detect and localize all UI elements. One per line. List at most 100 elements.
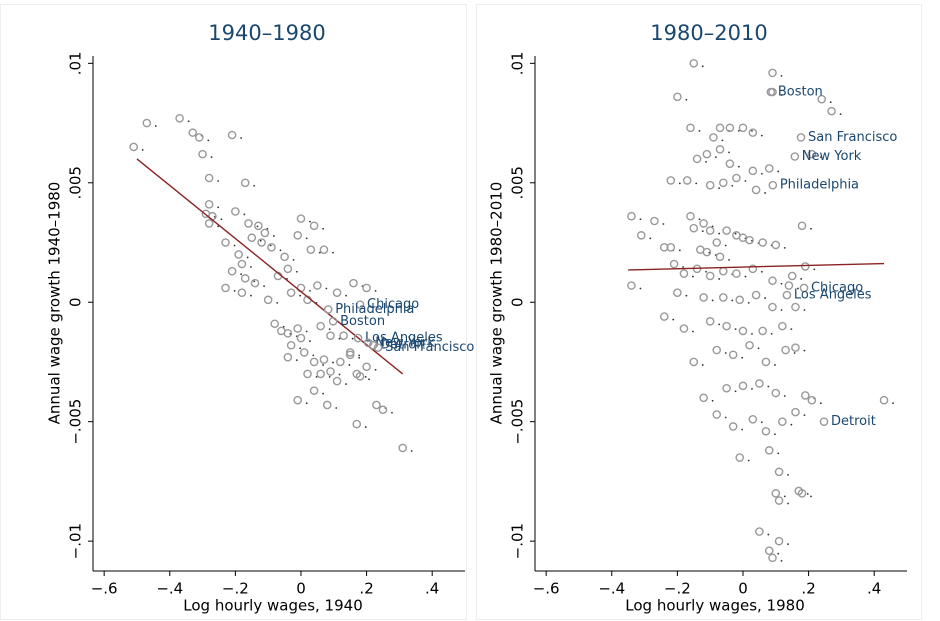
point xyxy=(748,414,758,424)
point-dot xyxy=(803,414,806,417)
point xyxy=(715,252,725,262)
x-tick-label: 0 xyxy=(296,580,306,598)
x-tick-label: −.4 xyxy=(598,580,625,598)
point-dot xyxy=(701,364,704,366)
fit-line xyxy=(136,158,404,375)
labeled-point xyxy=(368,340,378,350)
point-dot xyxy=(678,182,681,185)
point xyxy=(659,312,669,321)
point-dot xyxy=(322,392,325,395)
point-dot xyxy=(695,182,698,185)
point-dot xyxy=(328,328,331,331)
y-axis-label: Annual wage growth 1980–2010 xyxy=(488,182,506,425)
point-dot xyxy=(787,473,789,476)
point xyxy=(768,68,777,78)
point xyxy=(257,238,266,247)
point xyxy=(778,417,787,426)
point xyxy=(705,180,715,190)
point xyxy=(718,178,728,188)
point-dot xyxy=(345,294,347,297)
point-dot xyxy=(760,421,763,424)
point-dot xyxy=(701,230,704,233)
point-dot xyxy=(233,290,236,292)
labeled-point xyxy=(353,333,363,343)
point-dot xyxy=(692,330,694,333)
point-dot xyxy=(410,450,413,452)
point xyxy=(240,274,250,283)
point xyxy=(627,281,636,290)
point xyxy=(309,357,319,367)
point xyxy=(263,295,273,305)
point-dot xyxy=(714,156,717,159)
point xyxy=(669,259,679,269)
point-dot xyxy=(220,218,223,221)
x-tick-label: .2 xyxy=(801,580,815,598)
point xyxy=(221,238,230,247)
point xyxy=(705,226,715,235)
point-dot xyxy=(338,373,341,376)
point xyxy=(791,302,800,312)
point xyxy=(774,467,784,477)
point-dot xyxy=(250,266,252,268)
point-dot xyxy=(711,299,714,302)
point-dot xyxy=(368,378,370,381)
y-axis-label: Annual wage growth 1940–1980 xyxy=(46,182,64,425)
point-dot xyxy=(639,287,642,290)
point-label: New York xyxy=(375,335,435,350)
point xyxy=(322,400,332,410)
point-dot xyxy=(718,323,721,326)
point-dot xyxy=(295,359,298,362)
point xyxy=(254,221,263,231)
point-dot xyxy=(744,275,747,278)
point-dot xyxy=(269,244,272,247)
point-dot xyxy=(764,192,767,194)
point xyxy=(250,278,260,288)
point-dot xyxy=(793,352,796,354)
point-dot xyxy=(325,287,328,290)
point xyxy=(807,149,817,159)
point-dot xyxy=(767,533,770,536)
point-dot xyxy=(322,227,325,230)
point xyxy=(764,546,774,555)
point-dot xyxy=(731,184,734,187)
point xyxy=(686,211,695,221)
labeled-point xyxy=(328,317,338,326)
point-dot xyxy=(839,113,842,116)
point-dot xyxy=(391,411,393,414)
labeled-point xyxy=(819,417,829,426)
point xyxy=(725,123,735,133)
point-dot xyxy=(276,301,279,304)
point-dot xyxy=(672,318,675,321)
point-dot xyxy=(810,495,812,498)
point-dot xyxy=(751,387,753,390)
point xyxy=(362,283,371,293)
point-dot xyxy=(210,156,213,159)
point xyxy=(362,362,371,372)
point xyxy=(735,295,744,305)
point xyxy=(738,381,748,391)
point-dot xyxy=(787,543,789,546)
point-dot xyxy=(240,137,242,139)
point xyxy=(303,369,312,379)
point xyxy=(738,326,748,336)
point-label: Boston xyxy=(340,314,385,329)
point-dot xyxy=(728,258,730,261)
point xyxy=(725,159,735,168)
point-dot xyxy=(292,258,295,261)
point-dot xyxy=(774,364,776,366)
point xyxy=(194,133,204,142)
point-dot xyxy=(345,383,347,385)
x-tick-label: .2 xyxy=(359,580,373,598)
point xyxy=(650,216,659,226)
y-tick-label: −.01 xyxy=(509,523,527,559)
point-dot xyxy=(747,301,750,304)
y-tick-label: 0 xyxy=(509,297,527,307)
point xyxy=(748,166,758,176)
point-dot xyxy=(154,125,157,127)
panel-title: 1980–2010 xyxy=(650,21,767,45)
point xyxy=(709,133,718,142)
point xyxy=(745,235,754,245)
point-dot xyxy=(217,206,220,209)
point-dot xyxy=(256,225,259,228)
point xyxy=(326,367,335,376)
